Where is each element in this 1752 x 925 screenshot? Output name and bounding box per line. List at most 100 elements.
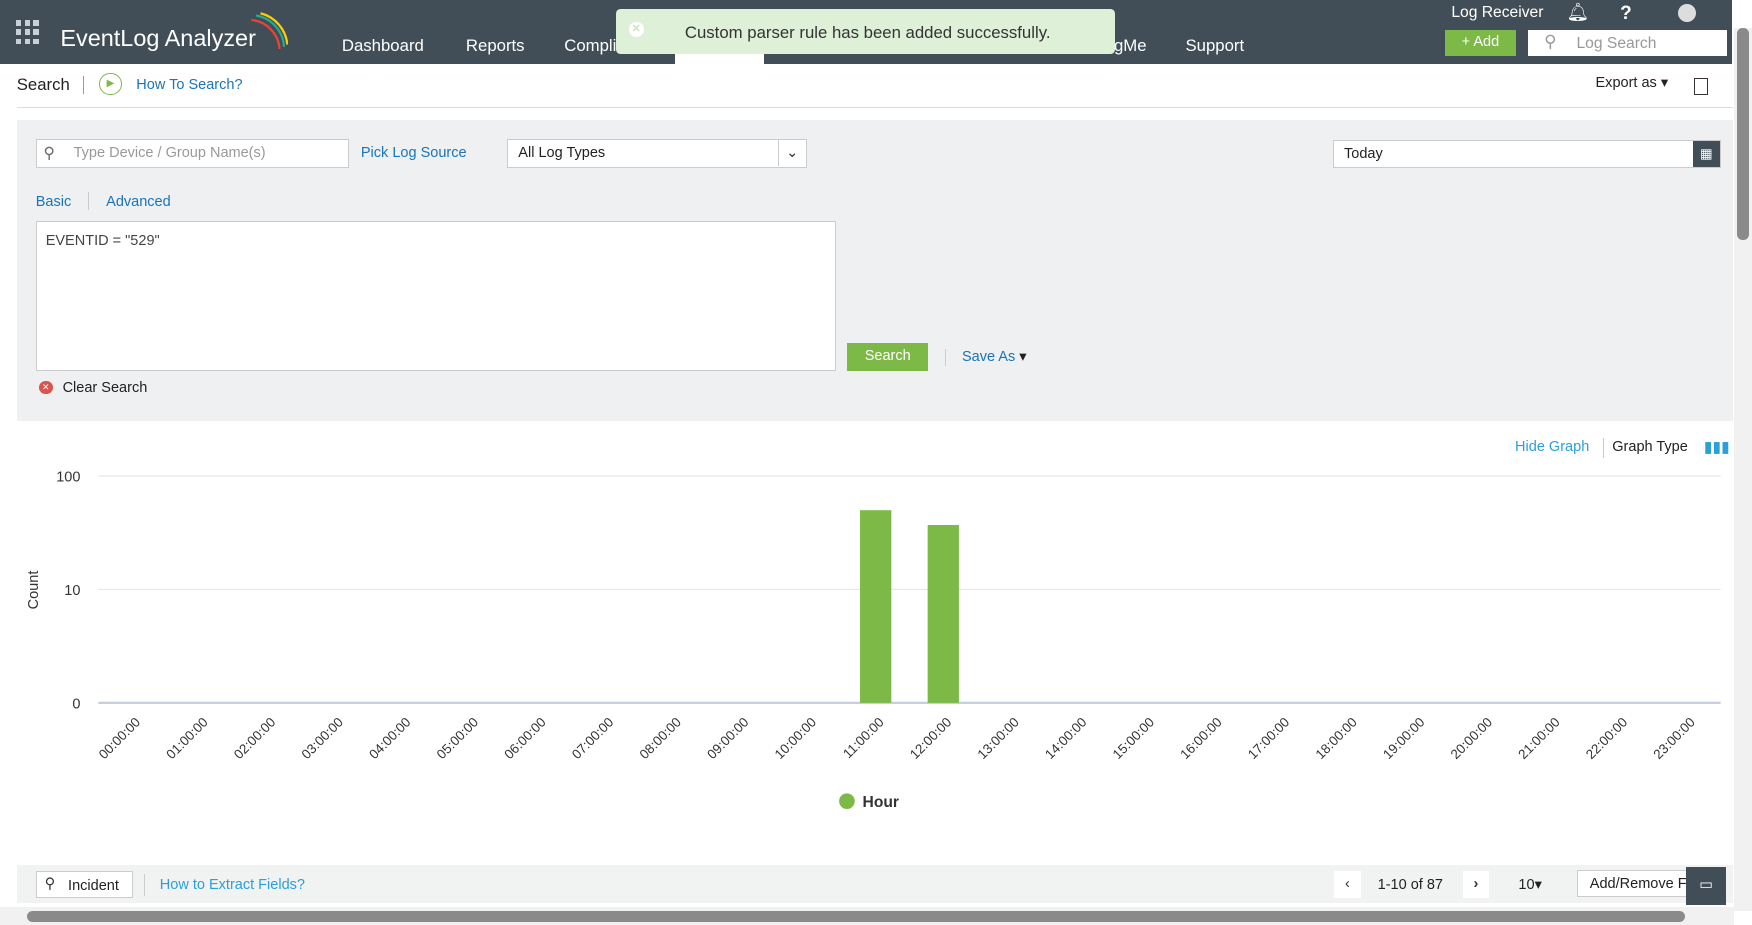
y-tick-label: 100	[56, 470, 80, 486]
add-remove-label: Add/Remove Fi	[1589, 875, 1690, 892]
x-tick-label: 11:00:00	[840, 714, 887, 761]
log-search-input[interactable]: ⚲ Log Search	[1528, 30, 1728, 56]
page-title: Search	[16, 74, 70, 94]
x-tick-label: 17:00:00	[1245, 714, 1292, 761]
next-page-button[interactable]: ›	[1462, 871, 1490, 899]
app-logo: EventLog Analyzer	[60, 24, 256, 51]
nav-reports[interactable]: Reports	[465, 35, 525, 55]
x-tick-label: 06:00:00	[501, 714, 548, 761]
log-type-value: All Log Types	[518, 145, 606, 162]
bar-chart: 0 10 100 Count 00:00:00 01:00:00 02:00:00 03:00…	[26, 470, 1721, 811]
divider	[88, 192, 90, 211]
divider	[82, 75, 84, 94]
nav-support[interactable]: Support	[1185, 35, 1245, 55]
user-avatar-icon[interactable]	[1678, 4, 1697, 23]
page-size-select[interactable]: 10▾	[1518, 877, 1542, 894]
page-range: 1-10 of 87	[1377, 877, 1443, 894]
x-tick-label: 00:00:00	[96, 714, 143, 761]
legend-marker	[839, 793, 855, 809]
x-tick-label: 07:00:00	[569, 714, 616, 761]
x-tick-label: 18:00:00	[1312, 714, 1359, 761]
x-tick-label: 16:00:00	[1177, 714, 1224, 761]
graph-type-label[interactable]: Graph Type	[1612, 439, 1688, 456]
x-tick-label: 14:00:00	[1042, 714, 1089, 761]
x-tick-label: 09:00:00	[704, 714, 751, 761]
nav-dashboard[interactable]: Dashboard	[341, 35, 424, 55]
pick-log-source-link[interactable]: Pick Log Source	[360, 145, 467, 162]
nav-compliance[interactable]: Compli	[564, 35, 617, 55]
divider	[1603, 437, 1605, 459]
close-icon[interactable]: ✕	[629, 22, 644, 37]
x-tick-label: 12:00:00	[907, 714, 954, 761]
clear-search-link[interactable]: Clear Search	[62, 379, 148, 396]
x-tick-label: 13:00:00	[974, 714, 1021, 761]
chevron-down-icon: ⌄	[777, 139, 806, 167]
apps-grid-icon[interactable]	[15, 20, 41, 45]
log-receiver-link[interactable]: Log Receiver	[1451, 4, 1544, 22]
bar	[860, 510, 892, 703]
prev-page-button[interactable]: ‹	[1334, 871, 1361, 899]
toast-message: Custom parser rule has been added succes…	[684, 23, 1051, 43]
y-tick-label: 10	[64, 583, 80, 599]
incident-label: Incident	[68, 878, 119, 895]
x-tick-label: 02:00:00	[231, 714, 278, 761]
search-button[interactable]: Search	[846, 343, 929, 371]
query-textarea[interactable]: EVENTID = "529"	[35, 221, 836, 371]
help-icon[interactable]: ?	[1620, 3, 1632, 25]
bell-icon[interactable]: 🔔︎	[1566, 2, 1590, 23]
legend-label: Hour	[863, 794, 899, 811]
play-icon[interactable]: ▶	[99, 72, 122, 95]
schedule-export-icon[interactable]	[1693, 78, 1709, 95]
date-range-value: Today	[1343, 146, 1383, 163]
x-tick-label: 08:00:00	[636, 714, 683, 761]
bar	[927, 524, 959, 703]
x-tick-label: 20:00:00	[1448, 714, 1495, 761]
save-as-label: Save As	[961, 348, 1016, 365]
x-tick-label: 10:00:00	[772, 714, 819, 761]
divider	[945, 348, 947, 367]
x-tick-label: 05:00:00	[434, 714, 481, 761]
how-to-search-link[interactable]: How To Search?	[136, 77, 243, 94]
save-as-dropdown[interactable]: Save As ▾	[961, 348, 1027, 365]
divider	[144, 873, 146, 897]
extract-fields-link[interactable]: How to Extract Fields?	[159, 877, 305, 894]
vertical-scrollbar[interactable]	[1734, 27, 1752, 911]
x-tick-label: 21:00:00	[1515, 714, 1562, 761]
active-tab-indicator	[674, 53, 765, 64]
tab-advanced[interactable]: Advanced	[106, 194, 171, 211]
x-tick-label: 19:00:00	[1380, 714, 1427, 761]
export-as-label: Export as	[1595, 74, 1657, 91]
clear-icon[interactable]: ✕	[39, 380, 53, 395]
bar-chart-icon[interactable]: ▮▮▮	[1703, 438, 1730, 456]
incident-button[interactable]: ⚲ Incident	[35, 871, 133, 899]
x-tick-label: 15:00:00	[1110, 714, 1157, 761]
search-icon: ⚲	[1544, 32, 1557, 52]
x-tick-label: 23:00:00	[1650, 714, 1697, 761]
nav-logme[interactable]: gMe	[1113, 35, 1147, 55]
add-remove-fields-button[interactable]: Add/Remove Fi	[1576, 870, 1700, 898]
incident-icon: ⚲	[44, 875, 56, 892]
device-placeholder: Type Device / Group Name(s)	[73, 145, 266, 162]
success-toast: ✕ Custom parser rule has been added succe…	[615, 8, 1116, 54]
results-toolbar	[16, 864, 1733, 903]
calendar-icon[interactable]: ▦	[1692, 140, 1720, 168]
hide-graph-link[interactable]: Hide Graph	[1515, 439, 1590, 456]
log-search-placeholder: Log Search	[1576, 34, 1657, 52]
tab-basic[interactable]: Basic	[35, 194, 72, 211]
horizontal-scrollbar[interactable]	[0, 907, 1735, 925]
y-tick-label: 0	[72, 696, 80, 712]
x-tick-label: 22:00:00	[1583, 714, 1630, 761]
x-tick-label: 01:00:00	[163, 714, 210, 761]
x-tick-label: 03:00:00	[299, 714, 346, 761]
page-size-value: 10	[1518, 877, 1535, 894]
log-type-select[interactable]: All Log Types ⌄	[507, 138, 807, 168]
chat-icon[interactable]: ▭	[1686, 867, 1727, 905]
device-input[interactable]: ⚲ Type Device / Group Name(s)	[35, 138, 349, 168]
divider	[16, 107, 1733, 109]
add-button[interactable]: + Add	[1444, 30, 1517, 56]
y-axis-label: Count	[26, 571, 42, 610]
logo-arc-icon	[251, 12, 289, 50]
query-text: EVENTID = "529"	[45, 233, 160, 250]
date-range-input[interactable]: Today ▦	[1332, 139, 1721, 168]
export-as-dropdown[interactable]: Export as ▾	[1595, 74, 1669, 91]
